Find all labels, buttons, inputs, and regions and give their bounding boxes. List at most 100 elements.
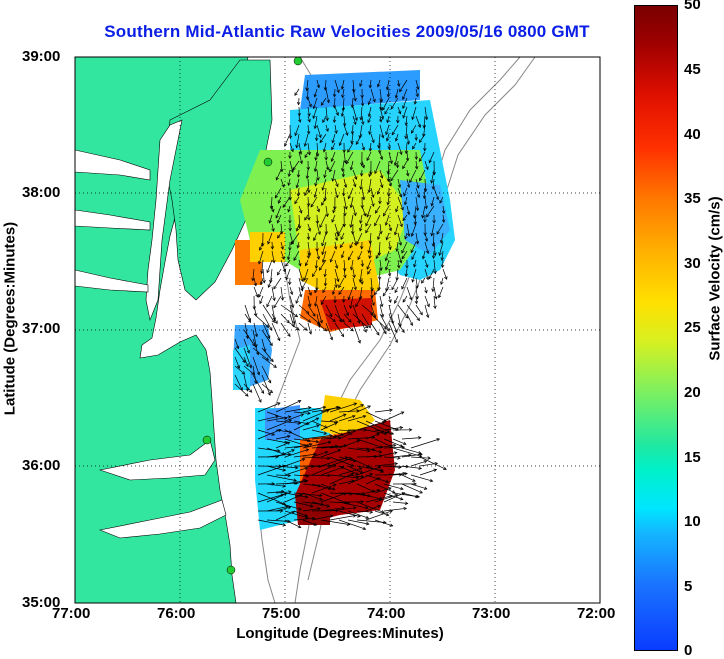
velocity-arrow (386, 232, 390, 240)
velocity-arrow (284, 519, 301, 528)
velocity-arrow (425, 250, 430, 255)
velocity-arrow (367, 101, 371, 106)
velocity-arrow (329, 429, 344, 436)
velocity-arrow (359, 117, 363, 121)
velocity-arrow (338, 429, 356, 432)
velocity-arrow (371, 489, 376, 493)
velocity-arrow (306, 79, 309, 91)
velocity-arrow (415, 240, 420, 245)
velocity-arrow (334, 106, 339, 116)
velocity-arrow (366, 266, 370, 270)
velocity-arrow (316, 250, 320, 260)
velocity-arrow (324, 169, 327, 178)
velocity-arrow (257, 494, 284, 503)
velocity-arrow (294, 124, 300, 136)
velocity-arrow (331, 214, 336, 223)
velocity-arrow (347, 519, 369, 525)
velocity-arrow (397, 250, 402, 263)
velocity-arrow (340, 232, 345, 240)
velocity-arrow (271, 241, 273, 250)
velocity-arrow (401, 453, 423, 458)
velocity-arrow (374, 463, 398, 467)
velocity-arrow (311, 483, 331, 490)
velocity-arrow (410, 474, 433, 482)
velocity-arrow (361, 121, 365, 126)
velocity-arrow (383, 446, 405, 449)
velocity-arrow (379, 259, 382, 271)
velocity-arrow (334, 79, 340, 93)
velocity-arrow (317, 507, 321, 511)
velocity-arrow (322, 286, 327, 293)
velocity-arrow (313, 125, 318, 130)
velocity-arrow (374, 429, 394, 435)
velocity-arrow (349, 241, 354, 249)
velocity-arrow (333, 206, 337, 211)
velocity-arrow (350, 472, 355, 477)
velocity-arrow (307, 97, 312, 107)
velocity-arrow (429, 478, 434, 483)
velocity-arrow (316, 424, 320, 428)
velocity-arrow (431, 255, 436, 260)
velocity-arrow (323, 197, 327, 202)
velocity-arrow (360, 404, 365, 408)
velocity-arrow (325, 124, 329, 132)
velocity-arrow (359, 79, 363, 87)
velocity-arrow (424, 241, 429, 254)
velocity-arrow (374, 494, 398, 503)
velocity-arrow (287, 205, 291, 212)
velocity-arrow (352, 88, 356, 101)
velocity-arrow (440, 232, 444, 244)
velocity-arrow (388, 227, 393, 232)
velocity-arrow (394, 95, 399, 99)
velocity-arrow (287, 415, 292, 419)
velocity-arrow (394, 339, 398, 344)
velocity-arrow (436, 231, 440, 235)
velocity-arrow (370, 295, 375, 306)
velocity-arrow (376, 433, 381, 437)
velocity-arrow (298, 205, 302, 214)
velocity-arrow (385, 479, 390, 484)
velocity-arrow (294, 466, 299, 470)
velocity-arrow (347, 415, 366, 422)
velocity-arrow (388, 299, 392, 304)
velocity-arrow (280, 160, 283, 172)
velocity-arrow (282, 196, 291, 208)
velocity-arrow (386, 429, 391, 433)
velocity-arrow (428, 159, 432, 164)
velocity-arrow (322, 250, 327, 263)
velocity-arrow (334, 187, 338, 198)
velocity-arrow (348, 457, 353, 461)
velocity-arrow (266, 303, 270, 308)
velocity-arrow (411, 116, 415, 121)
velocity-arrow (353, 97, 357, 102)
velocity-arrow (423, 147, 427, 152)
velocity-arrow (359, 173, 364, 177)
velocity-arrow (356, 492, 382, 500)
velocity-arrow (350, 259, 354, 270)
velocity-arrow (290, 232, 300, 245)
velocity-arrow (352, 322, 361, 344)
velocity-arrow (293, 474, 309, 477)
velocity-arrow (343, 196, 347, 210)
velocity-arrow (380, 314, 385, 318)
velocity-arrow (385, 236, 389, 241)
velocity-arrow (411, 256, 415, 261)
velocity-arrow (339, 133, 345, 146)
velocity-arrow (293, 517, 315, 521)
velocity-arrow (381, 420, 386, 425)
velocity-arrow (332, 205, 336, 213)
velocity-arrow (326, 504, 331, 508)
velocity-arrow (394, 223, 399, 235)
velocity-arrow (341, 173, 346, 178)
velocity-arrow (304, 479, 309, 483)
velocity-arrow (421, 279, 425, 284)
velocity-arrow (419, 469, 437, 476)
velocity-arrow (378, 241, 381, 256)
velocity-arrow (352, 124, 354, 135)
velocity-arrow (367, 405, 371, 409)
velocity-arrow (320, 507, 345, 512)
velocity-arrow (337, 223, 345, 237)
velocity-arrow (302, 434, 333, 440)
velocity-arrow (338, 432, 353, 440)
velocity-arrow (410, 483, 428, 490)
